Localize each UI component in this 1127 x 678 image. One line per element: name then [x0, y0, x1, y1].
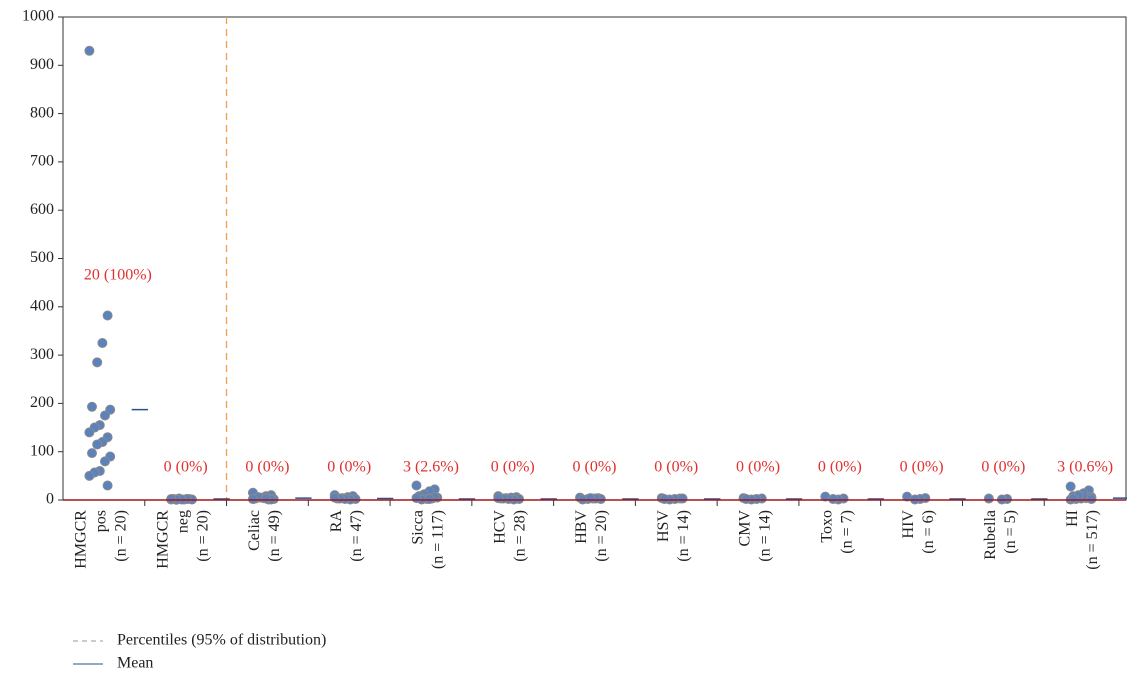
x-tick-label: Celiac: [246, 510, 263, 551]
data-point: [493, 493, 504, 504]
data-point: [102, 310, 113, 321]
data-point: [983, 493, 994, 504]
x-tick-label: (n = 20): [194, 510, 211, 562]
x-tick-label: (n = 117): [430, 510, 447, 569]
data-point: [659, 494, 670, 505]
x-tick-label: (n = 49): [266, 510, 283, 562]
y-tick-label: 0: [46, 491, 54, 508]
y-tick-label: 100: [30, 442, 54, 459]
data-point: [1086, 494, 1097, 505]
annotation: 0 (0%): [573, 459, 617, 476]
data-point: [1068, 493, 1079, 504]
legend-label: Percentiles (95% of distribution): [117, 632, 326, 649]
x-tick-label: (n = 47): [348, 510, 365, 562]
annotation: 0 (0%): [245, 459, 289, 476]
x-tick-label: (n = 28): [511, 510, 528, 562]
x-tick-label: (n = 517): [1084, 510, 1101, 570]
annotation: 0 (0%): [327, 459, 371, 476]
y-tick-label: 300: [30, 346, 54, 363]
x-tick-label: (n = 7): [838, 510, 855, 554]
data-point: [411, 493, 422, 504]
annotation: 0 (0%): [654, 459, 698, 476]
x-tick-label: HIV: [900, 510, 917, 539]
y-tick-label: 500: [30, 249, 54, 266]
x-tick-label: (n = 14): [675, 510, 692, 562]
y-tick-label: 800: [30, 104, 54, 121]
data-point: [260, 493, 271, 504]
data-point: [677, 493, 688, 504]
x-tick-label: HSV: [655, 510, 672, 542]
annotation: 0 (0%): [491, 459, 535, 476]
x-tick-label: Rubella: [982, 510, 999, 560]
annotation: 0 (0%): [818, 459, 862, 476]
y-tick-label: 600: [30, 201, 54, 218]
annotation: 3 (2.6%): [403, 459, 459, 476]
x-tick-label: HBV: [573, 510, 590, 544]
annotation: 20 (100%): [84, 267, 152, 284]
data-point: [1065, 481, 1076, 492]
data-point: [247, 494, 258, 505]
y-tick-label: 400: [30, 297, 54, 314]
y-tick-label: 700: [30, 153, 54, 170]
data-point: [97, 338, 108, 349]
x-tick-label: (n = 5): [1002, 510, 1019, 554]
x-tick-label: (n = 20): [113, 510, 130, 562]
data-point: [84, 427, 95, 438]
data-point: [102, 480, 113, 491]
data-point: [92, 357, 103, 368]
y-tick-label: 1000: [22, 8, 54, 25]
data-point: [86, 401, 97, 412]
x-tick-label: (n = 6): [920, 510, 937, 554]
annotation: 0 (0%): [900, 459, 944, 476]
data-point: [166, 494, 177, 505]
x-tick-label: HMGCR: [73, 510, 90, 569]
data-point: [99, 456, 110, 467]
y-tick-label: 900: [30, 56, 54, 73]
x-tick-label: RA: [328, 510, 345, 533]
data-point: [828, 494, 839, 505]
data-point: [86, 448, 97, 459]
data-point: [84, 45, 95, 56]
data-point: [411, 480, 422, 491]
data-point: [84, 470, 95, 481]
annotation: 3 (0.6%): [1057, 459, 1113, 476]
x-tick-label: neg: [174, 510, 191, 533]
y-tick-label: 200: [30, 394, 54, 411]
legend-label: Mean: [117, 655, 153, 672]
x-tick-label: (n = 20): [593, 510, 610, 562]
data-point: [741, 494, 752, 505]
x-tick-label: HMGCR: [154, 510, 171, 569]
annotation: 0 (0%): [164, 459, 208, 476]
x-tick-label: (n = 14): [757, 510, 774, 562]
annotation: 0 (0%): [981, 459, 1025, 476]
plot-frame: [62, 16, 1127, 501]
annotation: 0 (0%): [736, 459, 780, 476]
data-point: [92, 439, 103, 450]
x-tick-label: HI: [1064, 510, 1081, 527]
x-tick-label: Toxo: [818, 510, 835, 543]
data-point: [585, 493, 596, 504]
x-tick-label: HCV: [491, 510, 508, 544]
x-tick-label: pos: [93, 510, 110, 532]
x-tick-label: Sicca: [410, 510, 427, 545]
data-point: [99, 410, 110, 421]
data-point: [424, 494, 435, 505]
x-tick-label: CMV: [737, 510, 754, 547]
